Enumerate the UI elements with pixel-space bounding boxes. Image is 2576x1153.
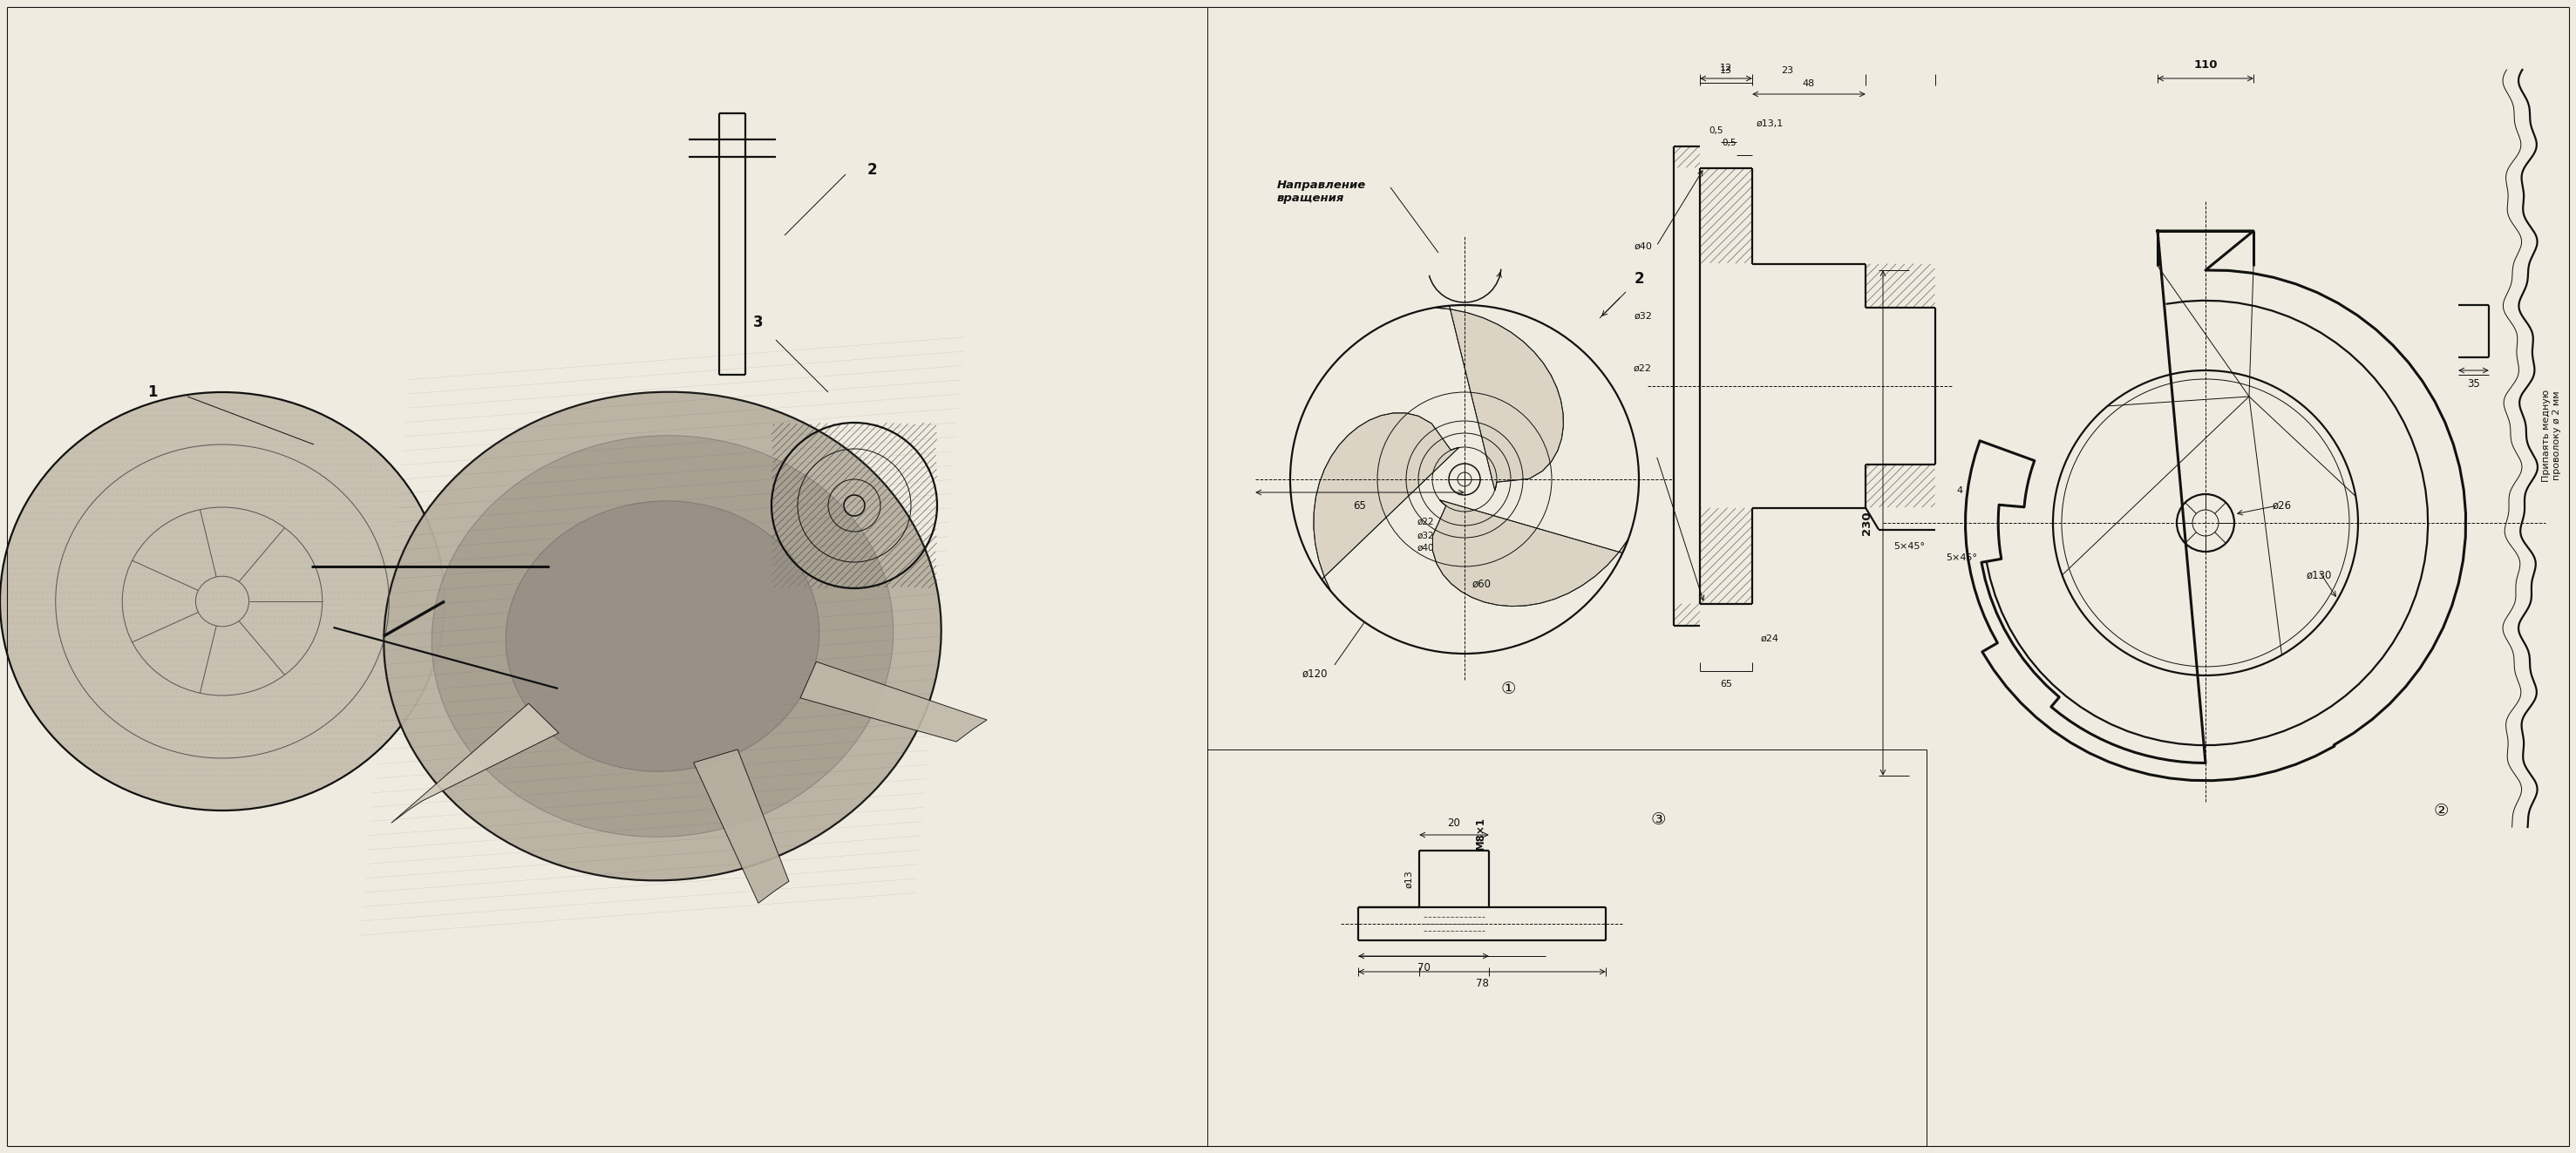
Text: 65: 65 — [1721, 680, 1731, 688]
Text: 2: 2 — [866, 163, 876, 178]
Text: ø120: ø120 — [1301, 668, 1327, 679]
Text: ø24: ø24 — [1759, 634, 1780, 642]
Text: ø60: ø60 — [1473, 579, 1492, 589]
Polygon shape — [693, 749, 788, 903]
Text: 4: 4 — [1958, 485, 1963, 495]
Ellipse shape — [0, 392, 446, 811]
Text: ø32: ø32 — [1417, 532, 1435, 541]
Text: 230: 230 — [1862, 511, 1873, 535]
Text: 3: 3 — [752, 315, 762, 330]
Text: ø40: ø40 — [1417, 544, 1435, 552]
Text: ø26: ø26 — [2272, 499, 2293, 511]
Text: ②: ② — [2434, 802, 2450, 819]
Polygon shape — [1435, 306, 1564, 490]
Text: ø13,1: ø13,1 — [1757, 120, 1783, 128]
Text: ø32: ø32 — [1633, 311, 1651, 321]
Text: 70: 70 — [1417, 963, 1430, 974]
Bar — [0, 0, 1208, 1153]
Text: 5×45°: 5×45° — [1893, 543, 1924, 551]
Text: 13: 13 — [1721, 66, 1731, 75]
Text: 2: 2 — [1633, 271, 1643, 287]
Text: 12: 12 — [1721, 63, 1731, 73]
Text: 1: 1 — [147, 384, 157, 400]
Text: М8×1: М8×1 — [1473, 816, 1486, 850]
Polygon shape — [1314, 413, 1458, 591]
Ellipse shape — [505, 500, 819, 771]
Text: 78: 78 — [1476, 978, 1489, 989]
Text: ø22: ø22 — [1633, 364, 1651, 372]
Text: 20: 20 — [1448, 817, 1461, 828]
Text: Направление
вращения: Направление вращения — [1278, 180, 1365, 204]
Text: ø13: ø13 — [1404, 869, 1414, 888]
Text: 65: 65 — [1352, 499, 1365, 511]
Text: 35: 35 — [2468, 378, 2481, 389]
Text: ø40: ø40 — [1633, 242, 1651, 250]
Text: ①: ① — [1499, 680, 1515, 696]
Text: ø130: ø130 — [2306, 570, 2331, 581]
Text: Припаять медную
проволоку ø 2 мм: Припаять медную проволоку ø 2 мм — [2543, 390, 2561, 482]
Text: ③: ③ — [1651, 812, 1667, 828]
Ellipse shape — [433, 436, 894, 837]
Text: 110: 110 — [2195, 59, 2218, 70]
Polygon shape — [392, 703, 559, 823]
Text: 0,5: 0,5 — [1723, 140, 1736, 148]
Ellipse shape — [384, 392, 940, 881]
Text: 23: 23 — [1780, 66, 1793, 75]
Text: 0,5: 0,5 — [1710, 126, 1723, 135]
Polygon shape — [801, 662, 987, 741]
Polygon shape — [1432, 500, 1628, 606]
Text: 5×45°: 5×45° — [1945, 553, 1978, 563]
Text: ø22: ø22 — [1417, 518, 1435, 527]
Text: 48: 48 — [1803, 80, 1816, 88]
